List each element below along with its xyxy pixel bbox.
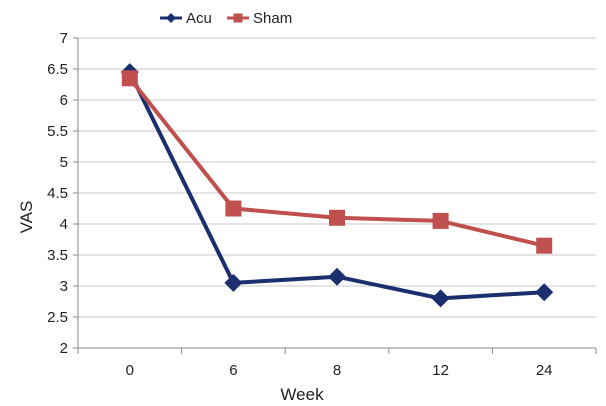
y-tick-label: 5 (60, 154, 68, 171)
data-point-acu (224, 273, 243, 292)
data-point-acu (535, 283, 554, 302)
x-tick-label: 24 (536, 362, 553, 379)
y-tick-label: 2.5 (47, 309, 68, 326)
data-point-sham (121, 70, 138, 87)
axes: 2 2.5 3 3.5 4 4.5 5 5.5 6 6.5 7 0 6 8 12 24 (47, 30, 597, 379)
y-tick-label: 3 (60, 278, 68, 295)
data-point-acu (431, 289, 450, 308)
legend: Acu Sham (160, 10, 292, 27)
y-tick-label: 3.5 (47, 247, 68, 264)
legend-marker-sham (233, 13, 243, 23)
data-point-acu (328, 267, 346, 286)
legend-marker-acu (166, 13, 176, 23)
x-axis-title: Week (280, 385, 324, 404)
y-tick-label: 6 (60, 92, 68, 109)
y-tick-label: 6.5 (47, 61, 68, 78)
series-plot (120, 63, 554, 308)
grid-lines (78, 37, 596, 318)
data-point-sham (432, 212, 449, 229)
legend-label-sham: Sham (253, 10, 292, 27)
y-tick-label: 4.5 (47, 185, 68, 202)
y-tick-label: 2 (60, 340, 68, 357)
x-tick-label: 6 (229, 362, 237, 379)
legend-label-acu: Acu (186, 10, 212, 27)
x-tick-label: 0 (126, 362, 134, 379)
y-tick-label: 4 (60, 216, 68, 233)
y-tick-label: 7 (60, 30, 68, 47)
data-point-sham (536, 237, 553, 254)
y-axis-title: VAS (17, 201, 36, 234)
data-point-sham (329, 209, 345, 226)
x-tick-label: 8 (333, 362, 341, 379)
x-tick-label: 12 (432, 362, 449, 379)
data-point-sham (225, 200, 242, 217)
series-line-acu (128, 71, 545, 301)
y-tick-label: 5.5 (47, 123, 68, 140)
